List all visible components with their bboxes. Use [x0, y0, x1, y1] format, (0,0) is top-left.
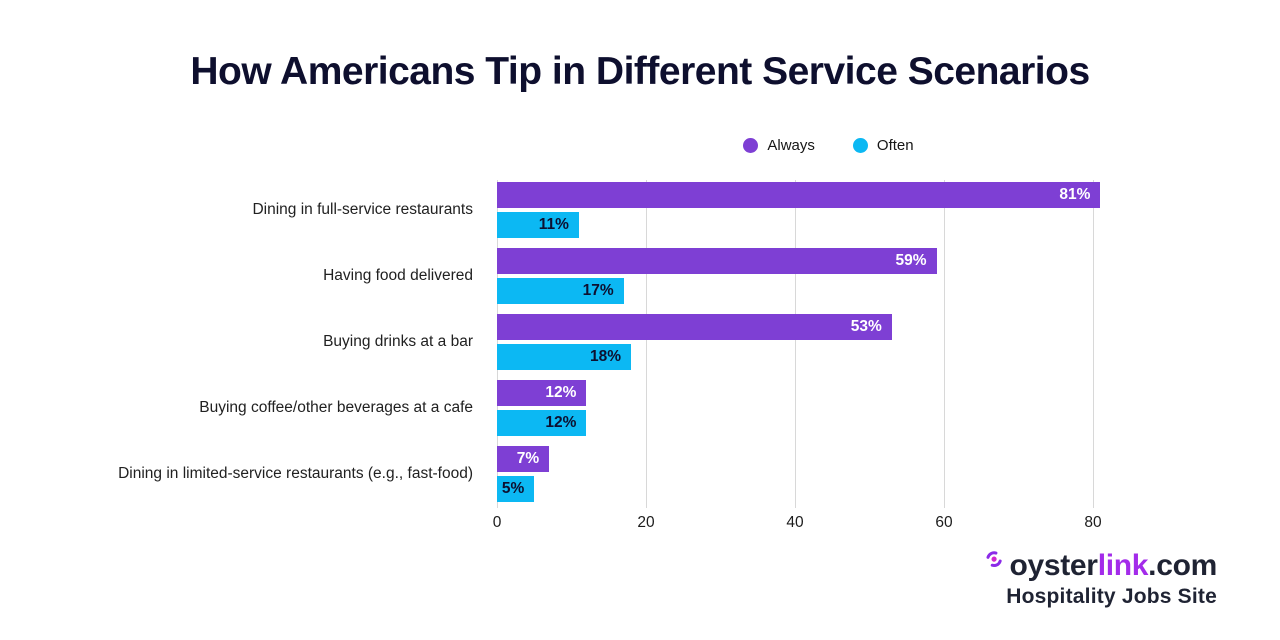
bar-group: 12% 12%	[497, 380, 1160, 436]
brand-block: oyster link .com Hospitality Jobs Site	[984, 550, 1217, 609]
chart-title: How Americans Tip in Different Service S…	[190, 50, 1090, 93]
legend-dot-icon	[852, 138, 868, 153]
category-label: Having food delivered	[323, 267, 473, 284]
legend-item-always: Always	[743, 137, 815, 154]
brand-name-accent: link	[1097, 549, 1149, 582]
bar-often: 18%	[497, 344, 632, 370]
bar-chart: Dining in full-service restaurants Having…	[0, 180, 1280, 540]
bar-value-label: 5%	[501, 480, 525, 497]
legend-label: Often	[876, 137, 914, 154]
bar-group: 59% 17%	[497, 248, 1160, 304]
category-label: Dining in full-service restaurants	[252, 201, 473, 218]
legend-label: Always	[767, 137, 815, 154]
x-axis: 0 20 40 60 80	[493, 514, 1160, 536]
legend-item-often: Often	[852, 137, 914, 154]
brand-name-suffix: .com	[1148, 549, 1217, 582]
gridline	[944, 180, 945, 508]
bar-always: 53%	[497, 314, 892, 340]
bar-always: 81%	[497, 182, 1101, 208]
bar-value-label: 18%	[590, 348, 622, 365]
bar-value-label: 81%	[1059, 186, 1091, 203]
bar-always: 59%	[497, 248, 937, 274]
brand-logo: oyster link .com	[984, 550, 1217, 582]
bar-often: 5%	[497, 476, 535, 502]
bar-group: 53% 18%	[497, 314, 1160, 370]
x-tick-label: 20	[637, 514, 655, 531]
chart-legend: Always Often	[497, 137, 1160, 154]
legend-dot-icon	[743, 138, 759, 153]
bar-value-label: 12%	[545, 414, 577, 431]
bar-group: 7% 5%	[497, 446, 1160, 502]
category-label: Dining in limited-service restaurants (e…	[118, 465, 473, 482]
bar-group: 81% 11%	[497, 182, 1160, 238]
bar-value-label: 17%	[582, 282, 614, 299]
bar-groups: 81% 11% 59% 17% 53% 18% 12% 12% 7% 5%	[497, 182, 1160, 512]
bar-often: 11%	[497, 212, 579, 238]
x-tick-label: 80	[1084, 514, 1102, 531]
bar-value-label: 12%	[545, 384, 577, 401]
gridline	[646, 180, 647, 508]
category-label: Buying drinks at a bar	[323, 333, 473, 350]
oysterlink-pearl-icon	[984, 544, 1004, 576]
bar-value-label: 53%	[850, 318, 882, 335]
x-tick-label: 40	[786, 514, 804, 531]
bar-often: 12%	[497, 410, 587, 436]
bar-always: 7%	[497, 446, 550, 472]
bar-value-label: 7%	[516, 450, 540, 467]
category-label: Buying coffee/other beverages at a cafe	[199, 399, 473, 416]
bar-value-label: 59%	[895, 252, 927, 269]
bar-always: 12%	[497, 380, 587, 406]
brand-name-prefix: oyster	[1009, 549, 1098, 582]
x-tick-label: 0	[492, 514, 502, 531]
gridline	[1093, 180, 1094, 508]
gridline	[795, 180, 796, 508]
category-labels: Dining in full-service restaurants Having…	[0, 182, 485, 512]
brand-tagline: Hospitality Jobs Site	[1006, 585, 1217, 608]
x-tick-label: 60	[935, 514, 953, 531]
bar-value-label: 11%	[538, 216, 569, 233]
bar-often: 17%	[497, 278, 624, 304]
